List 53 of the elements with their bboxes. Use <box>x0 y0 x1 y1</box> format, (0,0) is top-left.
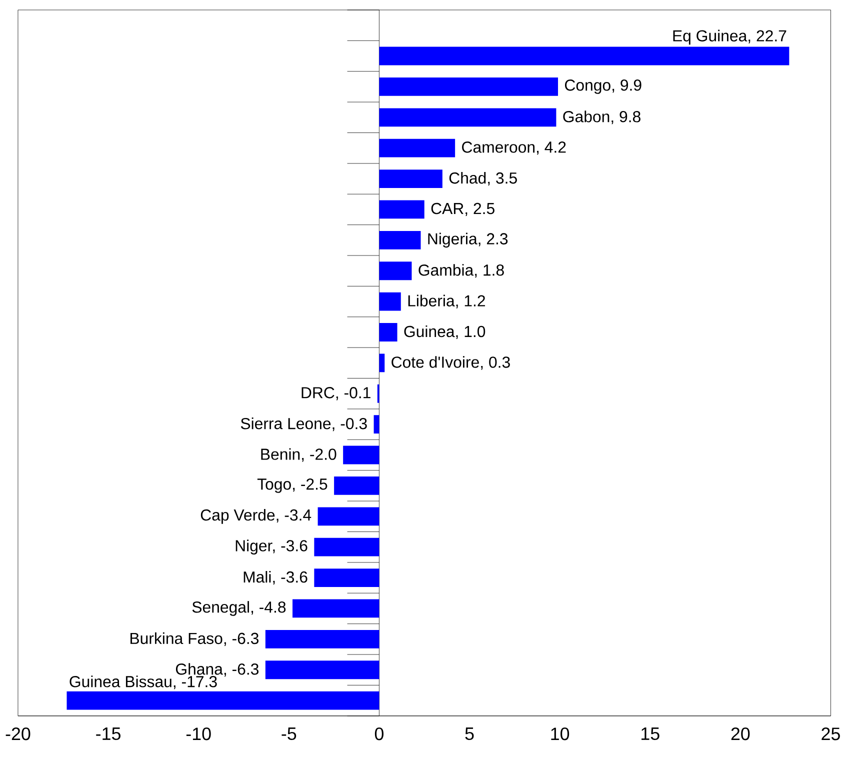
bar <box>379 170 442 188</box>
bar <box>379 46 790 66</box>
bar <box>292 599 380 618</box>
bar <box>379 354 385 372</box>
bar <box>314 568 380 588</box>
x-tick-label: 20 <box>731 728 750 740</box>
bar <box>314 538 380 556</box>
x-tick-label: 25 <box>822 728 840 740</box>
data-label: Chad, 3.5 <box>449 172 517 186</box>
bar <box>334 476 380 496</box>
data-label: DRC, -0.1 <box>302 387 370 400</box>
data-label: Congo, 9.9 <box>565 80 642 94</box>
x-tick-label: -5 <box>282 728 296 740</box>
data-label: Cameroon, 4.2 <box>462 142 566 155</box>
x-tick-label: 5 <box>465 728 474 740</box>
data-label: Nigeria, 2.3 <box>428 232 508 248</box>
bar <box>379 108 556 127</box>
bar <box>379 138 456 158</box>
x-tick-label: -15 <box>96 728 120 740</box>
data-label: Senegal, -4.8 <box>192 601 286 616</box>
x-tick-label: 0 <box>374 728 384 740</box>
bar <box>379 292 401 311</box>
bar <box>265 630 380 648</box>
x-tick-label: -10 <box>186 728 211 740</box>
data-label: Liberia, 1.2 <box>408 294 485 308</box>
data-label: Mali, -3.6 <box>244 571 308 585</box>
data-label: Gabon, 9.8 <box>563 110 640 124</box>
data-label: Niger, -3.6 <box>236 540 308 555</box>
data-label: Guinea, 1.0 <box>404 326 486 340</box>
x-tick-label: 10 <box>551 728 570 740</box>
bar <box>374 415 380 434</box>
bar <box>318 507 380 526</box>
data-label: Togo, -2.5 <box>257 478 328 494</box>
data-label: Sierra Leone, -0.3 <box>240 418 367 432</box>
bar <box>379 262 412 280</box>
data-label: Guinea Bissau, -17.3 <box>70 676 217 690</box>
data-label: Gambia, 1.8 <box>418 264 504 278</box>
data-label: Ghana, -6.3 <box>176 663 258 677</box>
x-tick-label: 15 <box>642 728 660 740</box>
data-label: Eq Guinea, 22.7 <box>673 30 786 45</box>
bar <box>343 446 380 464</box>
x-tick-label: -20 <box>6 728 30 740</box>
bar <box>66 691 380 710</box>
data-label: Burkina Faso, -6.3 <box>130 632 258 646</box>
bar <box>379 323 398 342</box>
bar <box>265 660 380 680</box>
bar <box>379 231 421 250</box>
data-label: Benin, -2.0 <box>261 448 336 462</box>
data-label: CAR, 2.5 <box>431 203 494 216</box>
data-label: Cap Verde, -3.4 <box>200 509 312 524</box>
bar <box>379 200 424 219</box>
data-label: Cote d'Ivoire, 0.3 <box>392 356 510 370</box>
bar <box>379 78 558 96</box>
